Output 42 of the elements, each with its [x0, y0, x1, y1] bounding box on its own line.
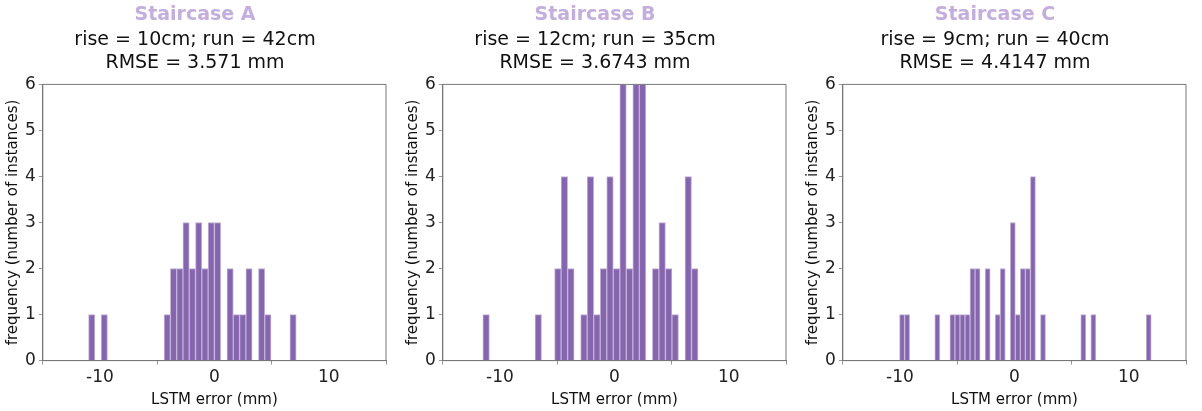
x-tick-label: 0 [608, 366, 620, 387]
y-tick-label: 2 [24, 256, 36, 277]
y-tick-label: 2 [424, 256, 436, 277]
y-tick-label: 2 [824, 256, 836, 277]
chart-title: Staircase B [534, 2, 656, 25]
chart-subtitle: rise = 12cm; run = 35cm RMSE = 3.6743 mm [474, 27, 716, 72]
chart-subtitle: rise = 10cm; run = 42cm RMSE = 3.571 mm [74, 27, 316, 72]
y-tick-label: 1 [824, 302, 836, 323]
y-tick-label: 1 [424, 302, 436, 323]
chart-subtitle: rise = 9cm; run = 40cm RMSE = 4.4147 mm [880, 27, 1110, 72]
y-axis-title: frequency (number of instances) [802, 99, 821, 346]
x-tick-label: 10 [1117, 366, 1140, 387]
y-tick-label: 6 [824, 72, 836, 93]
x-tick-label: 0 [208, 366, 220, 387]
x-axis-title: LSTM error (mm) [951, 389, 1078, 408]
x-axis-title: LSTM error (mm) [151, 389, 278, 408]
chart-title: Staircase C [934, 2, 1056, 25]
chart-title: Staircase A [134, 2, 256, 25]
y-tick-label: 5 [824, 118, 836, 139]
x-tick-label: 10 [717, 366, 740, 387]
y-tick-label: 4 [24, 164, 36, 185]
y-tick-label: 4 [424, 164, 436, 185]
x-tick-label: -10 [486, 366, 514, 387]
y-axis-title: frequency (number of instances) [2, 99, 21, 346]
x-tick-label: 10 [317, 366, 340, 387]
x-axis-title: LSTM error (mm) [551, 389, 678, 408]
x-tick-label: 0 [1008, 366, 1020, 387]
y-tick-label: 3 [424, 210, 436, 231]
y-tick-label: 1 [24, 302, 36, 323]
y-tick-label: 5 [24, 118, 36, 139]
y-tick-label: 0 [824, 349, 836, 370]
x-tick-label: -10 [86, 366, 114, 387]
y-tick-label: 6 [24, 72, 36, 93]
y-tick-label: 3 [24, 210, 36, 231]
y-tick-label: 0 [424, 349, 436, 370]
y-tick-label: 3 [824, 210, 836, 231]
y-tick-label: 4 [824, 164, 836, 185]
y-tick-label: 0 [24, 349, 36, 370]
y-tick-label: 6 [424, 72, 436, 93]
y-tick-label: 5 [424, 118, 436, 139]
y-axis-title: frequency (number of instances) [402, 99, 421, 346]
x-tick-label: -10 [886, 366, 914, 387]
